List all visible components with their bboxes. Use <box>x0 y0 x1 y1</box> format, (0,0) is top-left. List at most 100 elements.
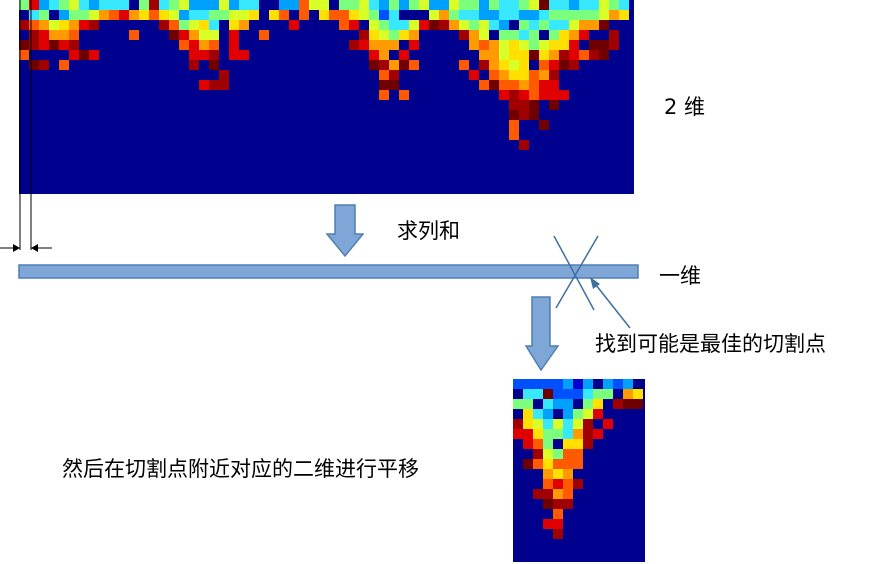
label-sum-columns: 求列和 <box>397 219 460 243</box>
heatmap-cell <box>563 469 573 479</box>
heatmap-cell <box>39 30 49 40</box>
heatmap-cell <box>543 409 553 419</box>
heatmap-cell <box>279 10 289 20</box>
heatmap-cell <box>119 0 129 10</box>
heatmap-cell <box>633 389 643 399</box>
heatmap-cell <box>379 70 389 80</box>
heatmap-cell <box>339 20 349 30</box>
heatmap-cell <box>59 30 69 40</box>
heatmap-cell <box>569 0 579 10</box>
heatmap-cell <box>399 20 409 30</box>
heatmap-cell <box>239 20 249 30</box>
heatmap-cell <box>359 40 369 50</box>
heatmap-cell <box>389 0 399 10</box>
heatmap-cell <box>543 479 553 489</box>
heatmap-cell <box>609 30 619 40</box>
heatmap-cell <box>349 20 359 30</box>
heatmap-cell <box>99 0 109 10</box>
heatmap-cell <box>529 70 539 80</box>
heatmap-cell <box>369 0 379 10</box>
heatmap-cell <box>529 100 539 110</box>
heatmap-cell <box>519 30 529 40</box>
label-find-cut-point: 找到可能是最佳的切割点 <box>595 332 826 356</box>
heatmap-cell <box>419 20 429 30</box>
heatmap-cell <box>229 30 239 40</box>
heatmap-cell <box>29 0 39 10</box>
heatmap-cell <box>379 80 389 90</box>
heatmap-cell <box>239 0 249 10</box>
heatmap-cell <box>509 70 519 80</box>
heatmap-cell <box>603 419 613 429</box>
heatmap-cell <box>199 50 209 60</box>
heatmap-cell <box>509 120 519 130</box>
heatmap-cell <box>69 20 79 30</box>
heatmap-cell <box>179 40 189 50</box>
heatmap-cell <box>169 30 179 40</box>
heatmap-cell <box>533 489 543 499</box>
heatmap-cell <box>189 10 199 20</box>
heatmap-cell <box>599 10 609 20</box>
heatmap-cell <box>573 449 583 459</box>
heatmap-cell <box>583 379 593 389</box>
heatmap-cell <box>129 30 139 40</box>
heatmap-cell <box>439 0 449 10</box>
heatmap-cell <box>599 0 609 10</box>
heatmap-cell <box>533 419 543 429</box>
heatmap-cell <box>573 389 583 399</box>
heatmap-cell <box>543 419 553 429</box>
heatmap-cell <box>109 0 119 10</box>
heatmap-cell <box>573 459 583 469</box>
heatmap-cell <box>59 60 69 70</box>
heatmap-cell <box>539 80 549 90</box>
heatmap-cell <box>39 20 49 30</box>
heatmap-cell <box>613 399 623 409</box>
heatmap-cell <box>229 50 239 60</box>
heatmap-cell <box>399 30 409 40</box>
heatmap-cell <box>229 10 239 20</box>
heatmap-cell <box>379 30 389 40</box>
heatmap-cell <box>543 519 553 529</box>
heatmap-cell <box>179 30 189 40</box>
heatmap-cell <box>529 0 539 10</box>
heatmap-cell <box>179 0 189 10</box>
heatmap-cell <box>533 449 543 459</box>
heatmap-cell <box>559 40 569 50</box>
heatmap-cell <box>199 30 209 40</box>
heatmap-cell <box>219 70 229 80</box>
heatmap-cell <box>209 0 219 10</box>
heatmap-cell <box>169 10 179 20</box>
heatmap-cell <box>389 60 399 70</box>
heatmap-cell <box>569 20 579 30</box>
heatmap-cell <box>553 379 563 389</box>
heatmap-cell <box>583 409 593 419</box>
heatmap-cell <box>369 40 379 50</box>
heatmap-cell <box>569 30 579 40</box>
heatmap-cell <box>109 10 119 20</box>
heatmap-cell <box>409 20 419 30</box>
heatmap-cell <box>79 50 89 60</box>
heatmap-cell <box>509 50 519 60</box>
heatmap-cell <box>289 20 299 30</box>
heatmap-cell <box>623 399 633 409</box>
heatmap-cell <box>549 0 559 10</box>
label-one-dimensional: 一维 <box>659 264 701 288</box>
heatmap-cell <box>513 429 523 439</box>
heatmap-cell <box>489 0 499 10</box>
heatmap-cell <box>469 30 479 40</box>
heatmap-cell <box>543 449 553 459</box>
heatmap-cell <box>249 10 259 20</box>
heatmap-cell <box>499 30 509 40</box>
down-arrow-icon <box>326 204 364 258</box>
heatmap-cell <box>549 20 559 30</box>
heatmap-cell <box>569 10 579 20</box>
heatmap-cell <box>279 0 289 10</box>
one-dimensional-bar <box>18 264 639 279</box>
heatmap-cell <box>369 60 379 70</box>
heatmap-cell <box>209 10 219 20</box>
heatmap-cell <box>523 459 533 469</box>
heatmap-cell <box>579 20 589 30</box>
heatmap-cell <box>49 30 59 40</box>
heatmap-cell <box>579 50 589 60</box>
heatmap-cell <box>439 20 449 30</box>
heatmap-cell <box>509 130 519 140</box>
